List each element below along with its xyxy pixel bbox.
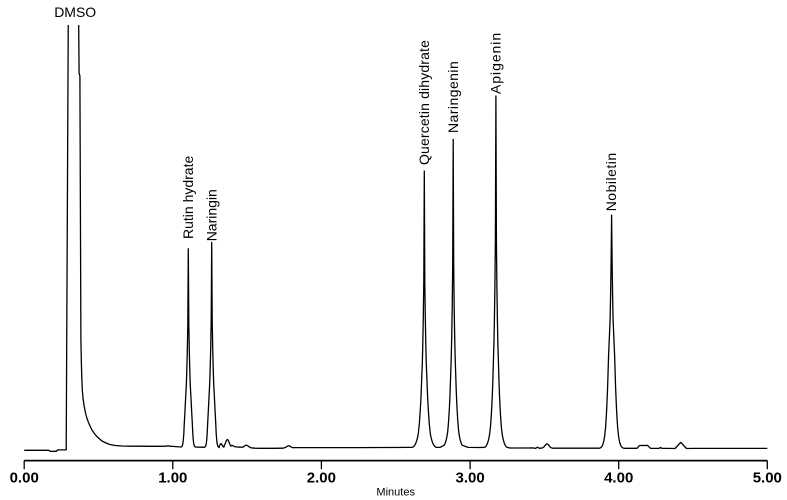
svg-text:1.00: 1.00: [158, 470, 187, 487]
svg-text:Quercetin dihydrate: Quercetin dihydrate: [416, 40, 432, 165]
svg-text:Naringin: Naringin: [204, 189, 220, 241]
svg-text:5.00: 5.00: [753, 470, 782, 487]
svg-text:Minutes: Minutes: [376, 486, 415, 498]
svg-text:Apigenin: Apigenin: [488, 32, 504, 94]
svg-text:4.00: 4.00: [604, 470, 633, 487]
svg-text:Naringenin: Naringenin: [445, 61, 461, 133]
svg-text:0.00: 0.00: [10, 470, 39, 487]
svg-text:2.00: 2.00: [307, 470, 336, 487]
svg-text:Nobiletin: Nobiletin: [603, 152, 619, 211]
svg-text:DMSO: DMSO: [54, 4, 96, 20]
svg-text:3.00: 3.00: [455, 470, 484, 487]
svg-text:Rutin hydrate: Rutin hydrate: [180, 156, 196, 239]
